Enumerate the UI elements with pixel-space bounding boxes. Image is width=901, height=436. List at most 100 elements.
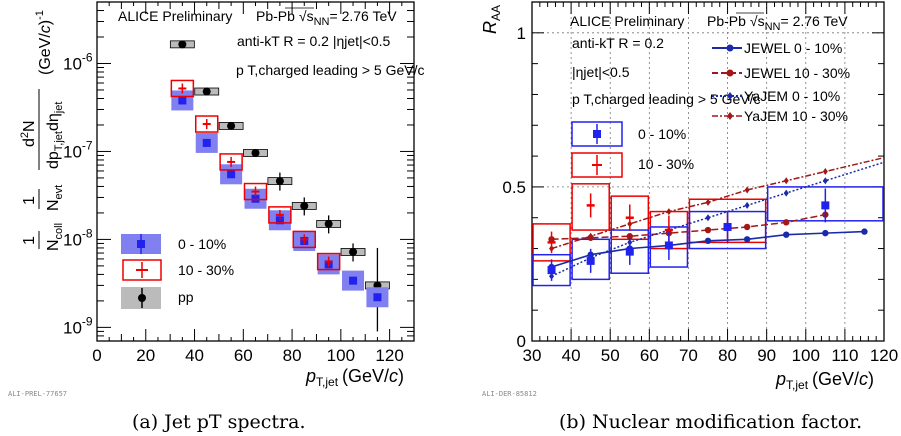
b-point-0-10 [821,201,830,210]
b-model-point [822,168,828,175]
svg-text:(GeV/c)-1: (GeV/c)-1 [34,10,54,75]
panel-b-xlabel: pT,jet (GeV/c) [775,369,874,392]
legend-b-10-30: 10 - 30% [638,156,694,172]
a-point-0-10 [178,96,187,105]
x-tick-label-b: 70 [679,346,698,365]
a-point-pp [251,149,260,158]
b-point-0-10 [723,222,732,231]
b-model-point [783,219,790,226]
b-point-0-10 [586,256,595,265]
svg-text:1: 1 [21,196,38,205]
panel-b-eta-cut: |ηjet|<0.5 [572,64,630,80]
panel-b-label: ALICE Preliminary [570,13,684,29]
b-model-point [743,223,751,231]
panel-a: 0 20 40 60 80 100 120 10-9 10-8 10-7 10-6 ALICE Pr… [8,1,424,433]
panel-a-legend: 0 - 10% 10 - 30% pp [121,234,234,309]
legend-jewel-0-10: JEWEL 0 - 10% [744,40,842,56]
x-tick-label-b: 50 [601,346,620,365]
x-tick-label-b: 120 [870,346,898,365]
legend-jewel-10-30: JEWEL 10 - 30% [744,65,850,81]
panel-b-energy: = 2.76 TeV [781,13,849,29]
b-model-point [704,237,712,245]
x-tick-label-a: 0 [92,346,101,365]
x-tick-label-b: 90 [757,346,776,365]
a-sys-box-10-30 [170,79,195,98]
b-sys-box-0-10 [532,253,571,287]
x-tick-label-a: 100 [327,346,355,365]
a-point-0-10 [349,276,358,285]
panel-b: 30 40 50 60 70 80 90 100 110 120 0 0.5 1 ALICE Preli… [480,1,898,433]
panel-a-label: ALICE Preliminary [118,8,232,24]
a-point-0-10 [251,194,260,203]
b-model-point [704,226,712,234]
legend-a-pp: pp [178,289,194,305]
legend-yajem-10-30: YaJEM 10 - 30% [744,108,848,124]
svg-text:dpT,jetdηjet: dpT,jetdηjet [45,102,65,169]
x-tick-label-b: 60 [640,346,659,365]
panel-b-caption: (b) Nuclear modification factor. [559,411,862,433]
a-point-0-10 [373,293,382,302]
panel-b-model-legend: JEWEL 0 - 10% JEWEL 10 - 30% YaJEM 0 - 1… [712,40,850,124]
a-sys-box-10-30 [194,115,219,133]
x-tick-label-b: 30 [523,346,542,365]
panel-b-ylabel: RAA [480,5,503,34]
x-tick-label-b: 100 [792,346,820,365]
panel-a-ylabel: 1 Ncoll 1 Nevt d2N dpT,jetdηjet (GeV/c)-… [19,10,65,251]
panel-b-frame [531,1,885,342]
b-model-point [666,208,672,216]
panel-a-caption: (a) Jet pT spectra. [132,411,306,433]
a-point-pp [202,87,211,96]
b-model-point [783,177,789,185]
panel-b-jet-def: anti-kT R = 0.2 [572,35,664,51]
a-point-0-10 [202,138,211,147]
y-tick-label-a: 10-8 [63,226,93,249]
b-model-point [743,236,751,243]
legend-b-0-10: 0 - 10% [638,126,686,142]
b-model-point [744,201,750,209]
a-sys-box-10-30 [316,252,341,271]
x-tick-label-a: 80 [283,346,302,365]
panel-a-energy: = 2.76 TeV [330,8,398,24]
a-sys-box-10-30 [243,182,268,201]
b-model-line [551,213,826,241]
panel-a-ref: ALI-PREL-77657 [8,390,67,398]
panel-b-cut: p T,charged leading > 5 GeV/c [572,91,760,107]
legend-yajem-0-10: YaJEM 0 - 10% [744,88,840,104]
b-model-point [705,198,711,206]
panel-b-ref: ALI-DER-85812 [482,390,537,398]
b-point-0-10 [547,266,556,275]
x-tick-label-b: 80 [718,346,737,365]
x-tick-label-a: 60 [234,346,253,365]
panel-a-xlabel: pT,jet (GeV/c) [305,366,404,389]
b-model-point [822,177,828,185]
svg-text:Ncoll: Ncoll [45,223,65,251]
svg-text:d2N: d2N [19,120,38,147]
panel-a-jet-def: anti-kT R = 0.2 |ηjet|<0.5 [237,33,391,49]
y-tick-label-a: 10-9 [63,314,93,337]
b-model-line [551,156,884,250]
panel-a-cut: p T,charged leading > 5 GeV/c [236,62,424,78]
b-sys-box-10-30 [571,183,610,231]
panel-a-system: Pb-Pb [256,8,295,24]
y-tick-label-b: 1 [517,24,526,43]
svg-text:Nevt: Nevt [45,185,65,211]
a-point-pp [178,40,187,49]
x-tick-label-a: 40 [185,346,204,365]
a-sys-box-10-30 [268,206,292,224]
y-tick-label-b: 0.5 [502,178,526,197]
y-tick-label-a: 10-6 [63,50,93,73]
b-model-point [705,214,711,222]
b-point-0-10 [664,241,673,250]
b-point-0-10 [625,247,634,256]
x-tick-label-b: 110 [831,346,858,365]
a-point-0-10 [275,216,284,225]
b-model-point [822,229,829,237]
b-model-line [551,161,884,277]
x-tick-label-b: 40 [562,346,581,365]
a-sys-box-10-30 [292,230,317,249]
b-model-point [626,233,633,240]
svg-text:Pb-Pb√sNN= 2.76 TeV: Pb-Pb √sNN= 2.76 TeV [707,13,848,33]
panel-b-system: Pb-Pb [707,13,746,29]
x-tick-label-a: 120 [375,346,403,365]
svg-text:Pb-Pb√sNN= 2.76 TeV: Pb-Pb √sNN= 2.76 TeV [256,8,397,28]
